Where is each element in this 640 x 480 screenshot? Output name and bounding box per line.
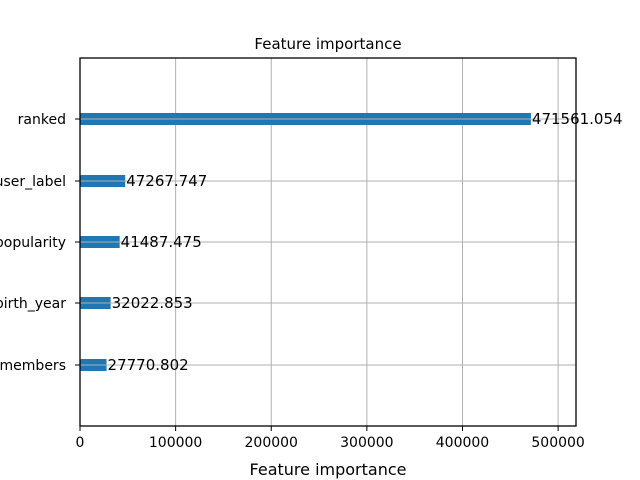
- value-label-ranked: 471561.054: [532, 110, 623, 128]
- value-label-birth_year: 32022.853: [112, 294, 193, 312]
- x-tick-label: 100000: [149, 435, 202, 451]
- x-tick-label: 300000: [340, 435, 393, 451]
- y-tick-label-popularity: popularity: [0, 235, 66, 251]
- bars-group: [80, 113, 576, 371]
- value-label-popularity: 41487.475: [121, 233, 202, 251]
- x-tick-label: 200000: [245, 435, 298, 451]
- x-tick-label: 0: [76, 435, 85, 451]
- y-tick-label-user_label: user_label: [0, 174, 66, 190]
- value-label-members: 27770.802: [108, 356, 189, 374]
- x-tick-label: 400000: [436, 435, 489, 451]
- x-tick-label: 500000: [531, 435, 584, 451]
- y-tick-label-members: members: [0, 358, 66, 374]
- y-tick-label-ranked: ranked: [18, 112, 66, 128]
- x-axis-ticks: 0 100000 200000 300000 400000 500000: [76, 426, 585, 451]
- y-axis-ticks: ranked user_label popularity birth_yearmemb…: [0, 112, 80, 374]
- x-axis-label: Feature importance: [250, 460, 407, 479]
- value-label-user_label: 47267.747: [126, 172, 207, 190]
- y-tick-label-birth_year: birth_year: [0, 296, 66, 312]
- chart-title: Feature importance: [254, 35, 401, 53]
- value-labels-group: 471561.054 47267.747 41487.475 32022.853 277…: [108, 110, 623, 374]
